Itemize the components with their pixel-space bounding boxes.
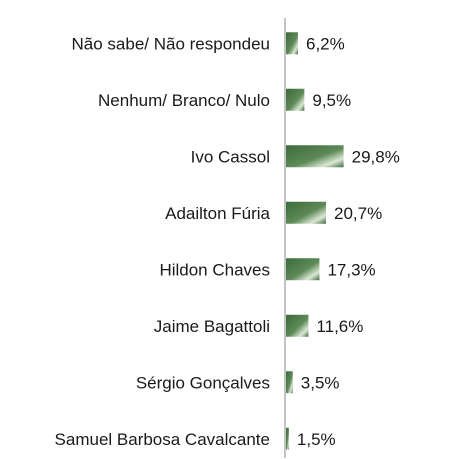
bar <box>286 427 289 450</box>
data-label: 3,5% <box>301 373 340 392</box>
data-label: 11,6% <box>316 317 363 336</box>
bar <box>286 258 320 281</box>
category-label: Hildon Chaves <box>159 260 270 279</box>
category-label: Não sabe/ Não respondeu <box>72 34 270 53</box>
bar <box>286 201 327 224</box>
data-label: 9,5% <box>312 91 351 110</box>
bar <box>286 314 309 337</box>
data-label: 1,5% <box>297 430 336 449</box>
category-label: Ivo Cassol <box>191 147 270 166</box>
bar <box>286 32 298 55</box>
category-label: Adailton Fúria <box>165 204 270 223</box>
bar <box>286 88 305 111</box>
data-label: 17,3% <box>327 260 375 279</box>
data-label: 20,7% <box>334 204 382 223</box>
data-label: 6,2% <box>306 34 345 53</box>
category-label: Jaime Bagattoli <box>154 317 270 336</box>
category-label: Nenhum/ Branco/ Nulo <box>98 91 270 110</box>
bar <box>286 371 293 394</box>
data-label: 29,8% <box>352 147 400 166</box>
category-label: Samuel Barbosa Cavalcante <box>55 430 270 449</box>
category-label: Sérgio Gonçalves <box>136 373 270 392</box>
bar <box>286 145 344 168</box>
